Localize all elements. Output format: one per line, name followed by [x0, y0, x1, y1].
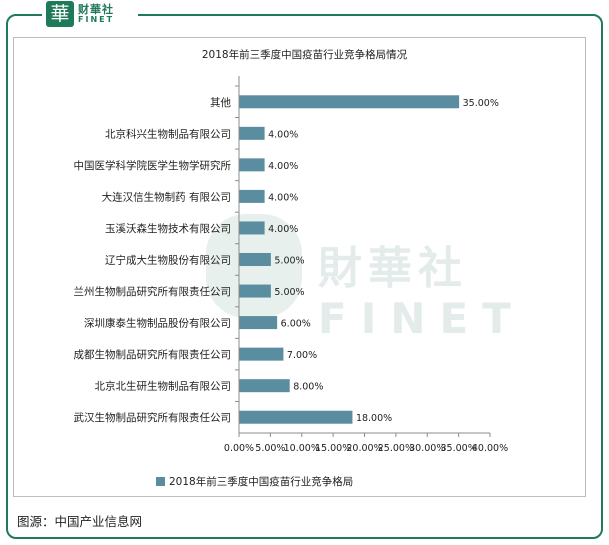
category-label: 武汉生物制品研究所有限责任公司 [74, 411, 232, 424]
x-tick-label: 20.00% [346, 443, 382, 454]
data-label: 4.00% [268, 192, 298, 203]
category-label: 大连汉信生物制药 有限公司 [102, 190, 231, 203]
category-label: 深圳康泰生物制品股份有限公司 [84, 317, 231, 330]
data-label: 35.00% [463, 98, 499, 109]
category-label: 其他 [210, 96, 231, 109]
bar [239, 221, 265, 235]
bar [239, 410, 353, 424]
data-label: 18.00% [356, 413, 392, 424]
logo-mark: 華 [46, 1, 74, 27]
data-label: 7.00% [287, 350, 317, 361]
x-tick-label: 15.00% [315, 443, 351, 454]
logo-text: 财華社 FINET [78, 4, 114, 24]
bar [239, 158, 265, 172]
logo-en: FINET [78, 15, 115, 24]
bar [239, 189, 265, 203]
bar [239, 253, 271, 266]
legend-label: 2018年前三季度中国疫苗行业竞争格局 [169, 476, 354, 488]
logo-cn: 财華社 [78, 3, 114, 16]
legend-swatch [156, 477, 165, 486]
x-tick-label: 35.00% [441, 443, 477, 454]
x-tick-label: 40.00% [472, 443, 508, 454]
category-label: 玉溪沃森生物技术有限公司 [105, 222, 231, 235]
x-tick-label: 30.00% [409, 443, 445, 454]
data-label: 5.00% [274, 256, 304, 267]
source-note: 图源：中国产业信息网 [17, 514, 143, 529]
x-tick-label: 10.00% [284, 443, 320, 454]
category-label: 北京科兴生物制品有限公司 [105, 127, 231, 140]
category-label: 兰州生物制品研究所有限责任公司 [74, 285, 232, 298]
x-tick-label: 25.00% [378, 443, 414, 454]
category-label: 北京北生研生物制品有限公司 [95, 380, 232, 393]
data-label: 5.00% [274, 287, 304, 298]
bar [239, 316, 278, 330]
chart-legend: 2018年前三季度中国疫苗行业竞争格局 [156, 474, 353, 489]
bar [239, 347, 284, 361]
bar [239, 284, 271, 298]
data-label: 4.00% [268, 161, 298, 172]
category-label: 成都生物制品研究所有限责任公司 [74, 348, 232, 361]
data-label: 8.00% [293, 382, 323, 393]
x-tick-label: 0.00% [224, 443, 254, 454]
x-tick-label: 5.00% [255, 443, 285, 454]
bar [239, 95, 460, 109]
data-label: 6.00% [281, 319, 311, 330]
chart-title: 2018年前三季度中国疫苗行业竞争格局情况 [201, 49, 408, 61]
finet-logo: 華 财華社 FINET [42, 0, 138, 28]
bar [239, 379, 290, 393]
bar [239, 126, 265, 140]
data-label: 4.00% [268, 224, 298, 235]
data-label: 4.00% [268, 129, 298, 140]
category-label: 辽宁成大生物股份有限公司 [105, 254, 231, 267]
category-label: 中国医学科学院医学生物学研究所 [74, 159, 232, 172]
